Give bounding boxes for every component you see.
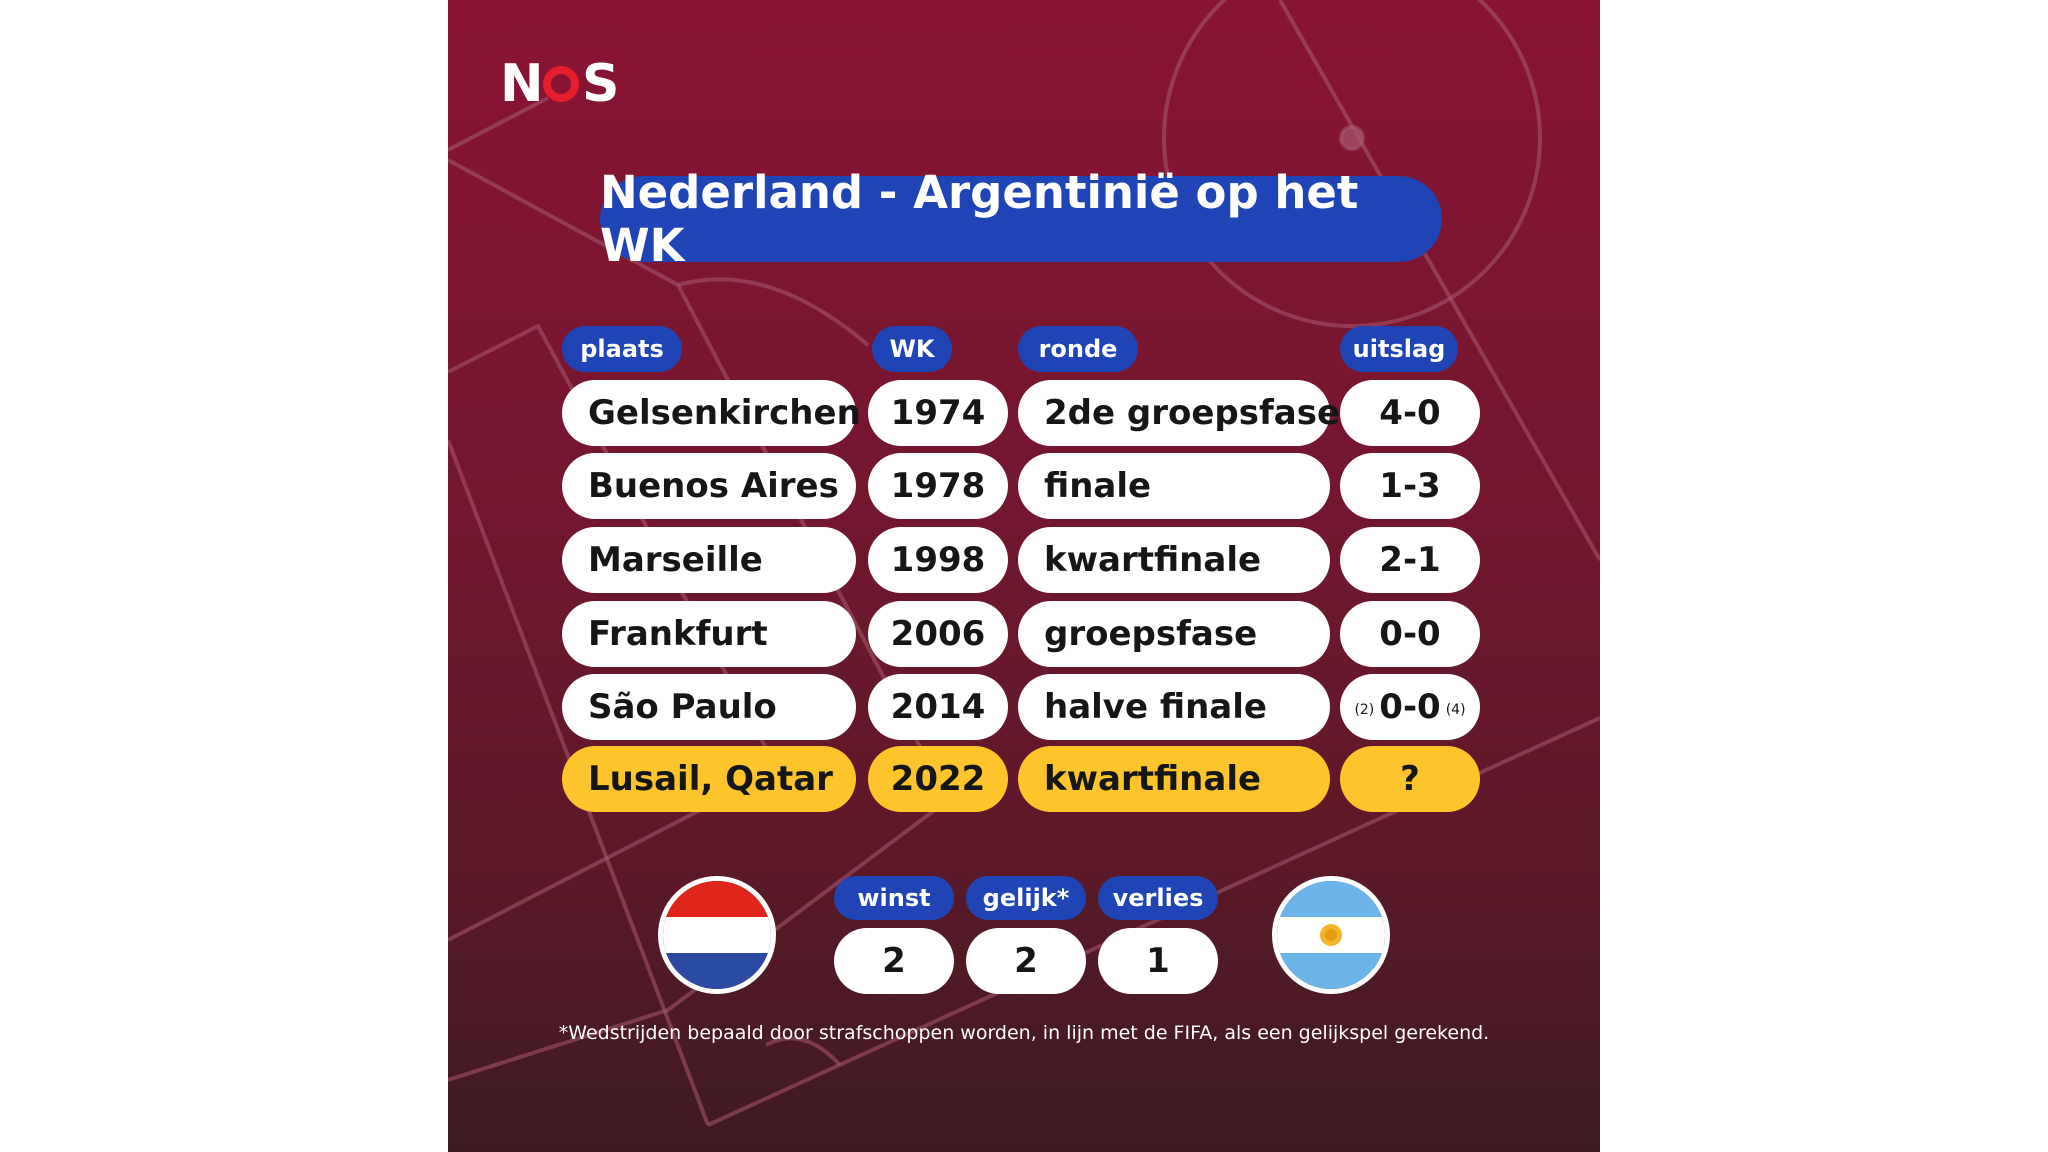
row-5-result: 0-0: [1379, 687, 1441, 727]
logo-o-icon: [543, 66, 579, 102]
row-5-year: 2014: [868, 674, 1008, 740]
header-year: WK: [872, 326, 952, 372]
footnote: *Wedstrijden bepaald door strafschoppen …: [558, 1022, 1490, 1044]
summary-win-label: winst: [834, 876, 954, 920]
row-1-result: 4-0: [1340, 380, 1480, 446]
logo-text-left: N: [500, 54, 544, 114]
row-3-round: kwartfinale: [1018, 527, 1330, 593]
row-4-result: 0-0: [1340, 601, 1480, 667]
infographic-card: N S Nederland - Argentinië op het WK pla…: [448, 0, 1600, 1152]
row-6-year: 2022: [868, 746, 1008, 812]
row-5-result-cell: (2) 0-0 (4): [1340, 674, 1480, 740]
row-3-year: 1998: [868, 527, 1008, 593]
row-3-result: 2-1: [1340, 527, 1480, 593]
header-round: ronde: [1018, 326, 1138, 372]
row-3-place: Marseille: [562, 527, 856, 593]
row-5-place: São Paulo: [562, 674, 856, 740]
summary-loss-value: 1: [1098, 928, 1218, 994]
penalty-score-right: (4): [1445, 702, 1466, 718]
summary-loss-label: verlies: [1098, 876, 1218, 920]
summary-win-value: 2: [834, 928, 954, 994]
logo-text-right: S: [582, 54, 619, 114]
row-2-result: 1-3: [1340, 453, 1480, 519]
row-4-year: 2006: [868, 601, 1008, 667]
summary-draw-label: gelijk*: [966, 876, 1086, 920]
row-2-year: 1978: [868, 453, 1008, 519]
row-6-result: ?: [1340, 746, 1480, 812]
row-4-place: Frankfurt: [562, 601, 856, 667]
row-6-round: kwartfinale: [1018, 746, 1330, 812]
argentina-flag-icon: [1272, 876, 1390, 994]
penalty-score-left: (2): [1354, 702, 1375, 718]
row-1-round: 2de groepsfase: [1018, 380, 1340, 446]
row-1-place: Gelsenkirchen: [562, 380, 861, 446]
row-5-round: halve finale: [1018, 674, 1330, 740]
nos-logo: N S: [500, 58, 640, 110]
header-result: uitslag: [1340, 326, 1458, 372]
netherlands-flag-icon: [658, 876, 776, 994]
row-4-round: groepsfase: [1018, 601, 1330, 667]
page-title: Nederland - Argentinië op het WK: [600, 166, 1442, 272]
row-2-place: Buenos Aires: [562, 453, 856, 519]
row-6-place: Lusail, Qatar: [562, 746, 856, 812]
row-2-round: finale: [1018, 453, 1330, 519]
row-1-year: 1974: [868, 380, 1008, 446]
header-place: plaats: [562, 326, 682, 372]
summary-draw-value: 2: [966, 928, 1086, 994]
